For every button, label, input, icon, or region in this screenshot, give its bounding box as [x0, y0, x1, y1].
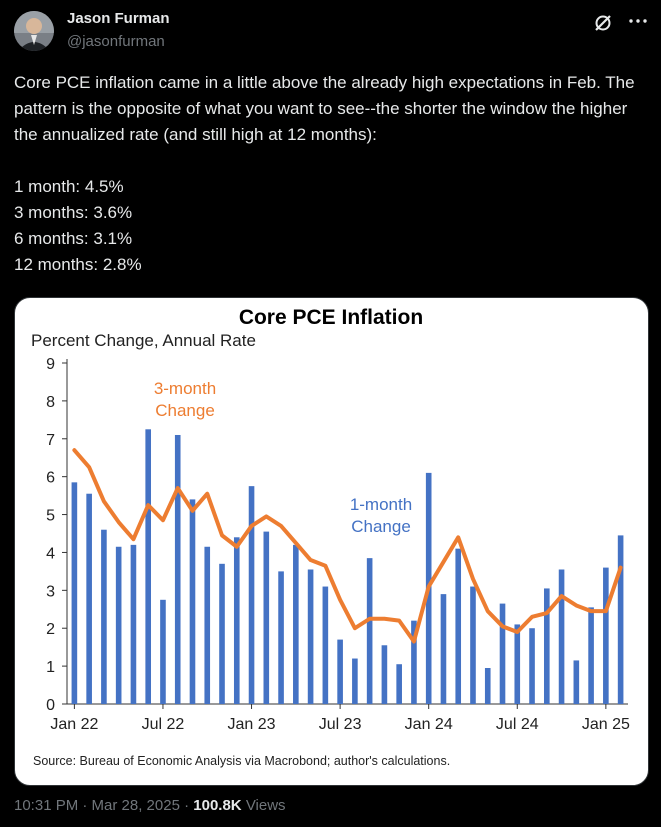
- bar-1-month-change: [617, 535, 624, 704]
- x-tick-label: Jan 23: [228, 716, 276, 733]
- x-tick-label: Jul 23: [319, 716, 362, 733]
- bar-1-month-change: [337, 639, 343, 704]
- author-name[interactable]: Jason Furman: [67, 10, 170, 27]
- bar-1-month-change: [470, 586, 476, 704]
- bar-1-month-change: [307, 569, 314, 704]
- views-count: 100.8K: [193, 797, 242, 814]
- author-handle[interactable]: @jasonfurman: [67, 33, 165, 50]
- bar-1-month-change: [71, 482, 78, 704]
- bar-1-month-change: [322, 586, 329, 704]
- bar-1-month-change: [603, 567, 609, 704]
- author-avatar[interactable]: [14, 11, 54, 51]
- x-tick-label: Jan 22: [50, 716, 98, 733]
- bar-1-month-change: [86, 493, 92, 704]
- tweet-text: Core PCE inflation came in a little abov…: [14, 70, 649, 278]
- x-tick-label: Jan 25: [582, 716, 630, 733]
- bar-1-month-change: [189, 499, 196, 704]
- more-icon[interactable]: [627, 10, 649, 32]
- y-tick-label: 1: [46, 659, 55, 676]
- bar-1-month-change: [115, 546, 122, 704]
- bar-1-month-change: [233, 537, 240, 704]
- y-tick-label: 3: [46, 583, 55, 600]
- bar-1-month-change: [558, 569, 565, 704]
- chart-plot-area: 0 1 2 3 4 5 6 7 8 9 Jan 22 Jul 22 Jan 23 Jul 23 Jan 24…: [46, 356, 630, 733]
- bar-1-month-change: [588, 607, 594, 704]
- chart-y-label: Percent Change, Annual Rate: [31, 331, 256, 350]
- tweet-text-line: 6 months: 3.1%: [14, 229, 133, 248]
- bar-1-month-change: [278, 571, 284, 704]
- annotation-3-month-change: 3-month: [154, 379, 216, 398]
- y-tick-label: 9: [46, 356, 55, 373]
- tweet-text-paragraph: Core PCE inflation came in a little abov…: [14, 73, 635, 144]
- bar-1-month-change: [455, 548, 462, 704]
- line-3-month-change: [72, 448, 623, 644]
- bar-1-month-change: [499, 603, 506, 704]
- x-tick-label: Jul 24: [496, 716, 539, 733]
- x-tick-label: Jan 24: [405, 716, 453, 733]
- bar-1-month-change: [396, 664, 402, 704]
- bar-1-month-change: [529, 628, 535, 704]
- annotation-3-month-change: Change: [155, 401, 215, 420]
- bar-1-month-change: [366, 558, 373, 704]
- tweet-text-line: 3 months: 3.6%: [14, 203, 133, 222]
- bar-1-month-change: [160, 599, 166, 704]
- x-tick-label: Jul 22: [142, 716, 185, 733]
- views-label: Views: [245, 797, 286, 814]
- y-tick-label: 7: [46, 432, 55, 449]
- bar-1-month-change: [543, 588, 550, 704]
- bar-1-month-change: [174, 434, 181, 704]
- bar-1-month-change: [381, 645, 388, 704]
- bar-1-month-change: [293, 544, 299, 704]
- bar-1-month-change: [101, 529, 107, 704]
- bar-1-month-change: [514, 624, 521, 704]
- tweet-text-gap: [14, 148, 649, 174]
- bar-1-month-change: [219, 563, 225, 704]
- chart-image[interactable]: Core PCE Inflation Percent Change, Annua…: [14, 297, 649, 786]
- bar-1-month-change: [204, 546, 211, 704]
- bar-1-month-change: [248, 486, 255, 704]
- tweet-text-line: 12 months: 2.8%: [14, 255, 142, 274]
- annotation-1-month-change: Change: [351, 517, 411, 536]
- bar-1-month-change: [263, 531, 270, 704]
- y-tick-label: 5: [46, 508, 55, 525]
- bar-1-month-change: [411, 620, 417, 704]
- chart-source: Source: Bureau of Economic Analysis via …: [33, 754, 450, 768]
- y-tick-label: 8: [46, 394, 55, 411]
- y-tick-label: 6: [46, 470, 55, 487]
- grok-icon[interactable]: [592, 12, 614, 34]
- bar-1-month-change: [352, 658, 358, 704]
- y-tick-label: 4: [46, 545, 55, 562]
- bar-1-month-change: [484, 668, 491, 704]
- annotation-1-month-change: 1-month: [350, 495, 412, 514]
- y-tick-label: 2: [46, 621, 55, 638]
- chart-title: Core PCE Inflation: [239, 306, 423, 329]
- y-tick-label: 0: [46, 697, 55, 714]
- tweet-meta: 10:31 PM · Mar 28, 2025 · 100.8K Views: [14, 797, 286, 814]
- tweet-text-line: 1 month: 4.5%: [14, 177, 124, 196]
- tweet-timestamp[interactable]: 10:31 PM · Mar 28, 2025 ·: [14, 797, 190, 814]
- bar-1-month-change: [145, 429, 152, 704]
- core-pce-chart: Core PCE Inflation Percent Change, Annua…: [31, 306, 630, 768]
- bar-1-month-change: [130, 544, 137, 704]
- bar-1-month-change: [440, 594, 447, 704]
- bar-1-month-change: [573, 660, 580, 704]
